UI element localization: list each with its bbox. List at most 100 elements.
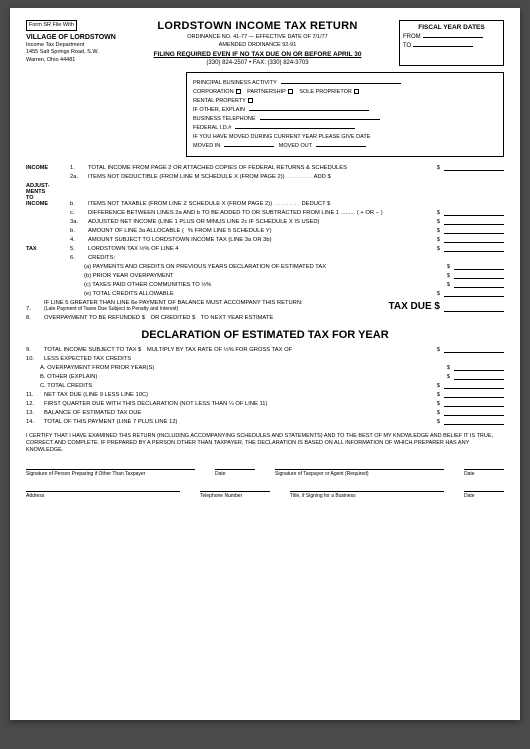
corp-label: CORPORATION bbox=[193, 89, 234, 95]
header: Form SR File With VILLAGE OF LORDSTOWN I… bbox=[26, 20, 504, 66]
n4: 4. bbox=[70, 237, 88, 243]
sig-date-3[interactable]: Date bbox=[464, 491, 504, 499]
l3b-pre: AMOUNT OF LINE 3a ALLOCABLE ( bbox=[88, 228, 184, 234]
moved-in-input[interactable] bbox=[224, 146, 274, 147]
l9-input[interactable] bbox=[444, 352, 504, 353]
l7-input[interactable] bbox=[444, 311, 504, 312]
l6c-input[interactable] bbox=[454, 287, 504, 288]
form-label: Form SR File With bbox=[26, 20, 77, 31]
l6b-text: (b) PRIOR YEAR OVERPAYMENT bbox=[84, 273, 174, 279]
tax-due-label: TAX DUE $ bbox=[389, 301, 441, 312]
n2a: 2a. bbox=[70, 174, 88, 180]
l2c-text: DIFFERENCE BETWEEN LINES 2a AND b TO BE … bbox=[88, 210, 434, 216]
tax-form-page: Form SR File With VILLAGE OF LORDSTOWN I… bbox=[10, 8, 520, 720]
n9: 9. bbox=[26, 347, 44, 353]
l8-pre: OVERPAYMENT TO BE REFUNDED $ bbox=[44, 315, 145, 321]
certification: I CERTIFY THAT I HAVE EXAMINED THIS RETU… bbox=[26, 433, 504, 454]
l14-text: TOTAL OF THIS PAYMENT (LINE 7 PLUS LINE … bbox=[44, 419, 434, 425]
fiscal-year-box: FISCAL YEAR DATES FROM TO bbox=[399, 20, 504, 66]
fed-input[interactable] bbox=[235, 128, 355, 129]
l6a-text: (a) PAYMENTS AND CREDITS ON PREVIOUS YEA… bbox=[84, 264, 326, 270]
l10c-input[interactable] bbox=[444, 388, 504, 389]
sig-address[interactable]: Address bbox=[26, 491, 180, 499]
part-checkbox[interactable] bbox=[288, 89, 293, 94]
n8: 8. bbox=[26, 315, 44, 321]
l4-text: AMOUNT SUBJECT TO LORDSTOWN INCOME TAX (… bbox=[88, 237, 434, 243]
l5-text: LORDSTOWN TAX ½% OF LINE 4 bbox=[88, 246, 434, 252]
biz-activity-input[interactable] bbox=[281, 83, 401, 84]
ordinance: ORDINANCE NO. 41-77 — EFFECTIVE DATE OF … bbox=[122, 34, 393, 40]
other-label: IF OTHER, EXPLAIN bbox=[193, 107, 245, 113]
n10: 10. bbox=[26, 356, 44, 362]
to-input[interactable] bbox=[413, 46, 473, 47]
n5: 5. bbox=[70, 246, 88, 252]
l6b-input[interactable] bbox=[454, 278, 504, 279]
part-label: PARTNERSHIP bbox=[247, 89, 286, 95]
l7-note: (Late Payment of Taxes Due Subject to Pe… bbox=[44, 306, 389, 312]
l9-post: MULTIPLY BY TAX RATE OF ½% FOR GROSS TAX… bbox=[147, 347, 292, 353]
l2c-input[interactable] bbox=[444, 215, 504, 216]
addr1: 1455 Salt Springs Road, S.W. bbox=[26, 49, 116, 56]
moved-out-label: MOVED OUT bbox=[279, 143, 312, 149]
n12: 12. bbox=[26, 401, 44, 407]
l3b-post: % FROM LINE 5 SCHEDULE Y) bbox=[188, 228, 272, 234]
l1-text: TOTAL INCOME FROM PAGE 2 OR ATTACHED COP… bbox=[88, 165, 434, 171]
l2b-ded: DEDUCT $ bbox=[302, 201, 331, 207]
moved-out-input[interactable] bbox=[316, 146, 366, 147]
l8-mid: OR CREDITED $ bbox=[151, 315, 196, 321]
to-label: TO bbox=[403, 43, 411, 49]
l6e-text: (e) TOTAL CREDITS ALLOWABLE bbox=[84, 291, 174, 297]
sig-taxpayer[interactable]: Signature of Taxpayer or Agent (Required… bbox=[275, 469, 444, 477]
from-input[interactable] bbox=[423, 37, 483, 38]
l4-input[interactable] bbox=[444, 242, 504, 243]
rental-checkbox[interactable] bbox=[248, 98, 253, 103]
n7: 7. bbox=[26, 306, 44, 312]
l5-input[interactable] bbox=[444, 251, 504, 252]
amended: AMENDED ORDINANCE 92-91 bbox=[122, 42, 393, 48]
sig-preparer[interactable]: Signature of Person Preparing if Other T… bbox=[26, 469, 195, 477]
l3b-input[interactable] bbox=[444, 233, 504, 234]
l2a-text: ITEMS NOT DEDUCTIBLE (FROM LINE M SCHEDU… bbox=[88, 174, 285, 180]
n3b: b. bbox=[70, 228, 88, 234]
l6a-input[interactable] bbox=[454, 269, 504, 270]
l11-text: NET TAX DUE (LINE 9 LESS LINE 10C) bbox=[44, 392, 434, 398]
l13-input[interactable] bbox=[444, 415, 504, 416]
sole-checkbox[interactable] bbox=[354, 89, 359, 94]
filing-required: FILING REQUIRED EVEN IF NO TAX DUE ON OR… bbox=[122, 51, 393, 58]
phone: (330) 824-2507 • FAX: (330) 824-3703 bbox=[122, 60, 393, 66]
fiscal-title: FISCAL YEAR DATES bbox=[403, 24, 500, 31]
rental-label: RENTAL PROPERTY bbox=[193, 98, 246, 104]
n3a: 3a. bbox=[70, 219, 88, 225]
n6: 6. bbox=[70, 255, 88, 261]
l9-pre: TOTAL INCOME SUBJECT TO TAX $ bbox=[44, 347, 141, 353]
moved-in-label: MOVED IN bbox=[193, 143, 220, 149]
l14-input[interactable] bbox=[444, 424, 504, 425]
bizphone-input[interactable] bbox=[260, 119, 380, 120]
sig-title[interactable]: Title, if Signing for a Business bbox=[290, 491, 444, 499]
section-tax: TAX bbox=[26, 246, 70, 252]
n13: 13. bbox=[26, 410, 44, 416]
sig-date-2[interactable]: Date bbox=[464, 469, 504, 477]
corp-checkbox[interactable] bbox=[236, 89, 241, 94]
l10a-input[interactable] bbox=[454, 370, 504, 371]
sig-date-1[interactable]: Date bbox=[215, 469, 255, 477]
l3a-input[interactable] bbox=[444, 224, 504, 225]
addr2: Warren, Ohio 44481 bbox=[26, 57, 116, 64]
business-info-box: PRINCIPAL BUSINESS ACTIVITY CORPORATION … bbox=[186, 72, 504, 157]
biz-activity-label: PRINCIPAL BUSINESS ACTIVITY bbox=[193, 80, 277, 86]
n1: 1. bbox=[70, 165, 88, 171]
l6e-input[interactable] bbox=[444, 296, 504, 297]
l11-input[interactable] bbox=[444, 397, 504, 398]
l10c-text: C. TOTAL CREDITS bbox=[40, 383, 434, 389]
section-adj: ADJUST- MENTS TO INCOME bbox=[26, 183, 70, 207]
l6c-text: (c) TAXES PAID OTHER COMMUNITIES TO ½% bbox=[84, 282, 211, 288]
other-input[interactable] bbox=[249, 110, 369, 111]
l12-input[interactable] bbox=[444, 406, 504, 407]
header-center: LORDSTOWN INCOME TAX RETURN ORDINANCE NO… bbox=[122, 20, 393, 66]
l8-post: TO NEXT YEAR ESTIMATE bbox=[201, 315, 273, 321]
l12-text: FIRST QUARTER DUE WITH THIS DECLARATION … bbox=[44, 401, 434, 407]
l1-input[interactable] bbox=[444, 170, 504, 171]
sig-phone[interactable]: Telephone Number bbox=[200, 491, 270, 499]
l10b-input[interactable] bbox=[454, 379, 504, 380]
l2b-text: ITEMS NOT TAXABLE (FROM LINE Z SCHEDULE … bbox=[88, 201, 272, 207]
